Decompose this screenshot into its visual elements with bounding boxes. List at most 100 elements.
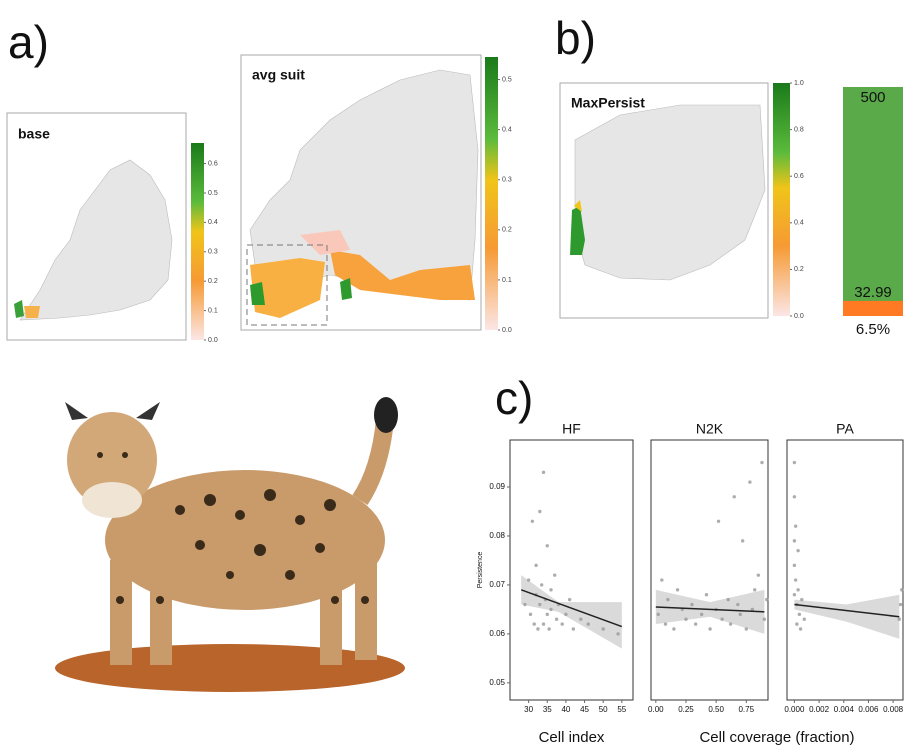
- x-tick-label: 50: [599, 705, 608, 714]
- map-title: base: [18, 126, 50, 142]
- point: [531, 520, 534, 523]
- x-tick-label: 0.75: [738, 705, 754, 714]
- point: [523, 603, 526, 606]
- x-tick-label: 55: [617, 705, 626, 714]
- point: [676, 588, 679, 591]
- point: [538, 603, 541, 606]
- lynx-illustration: [55, 397, 405, 692]
- colorbar-tick-label: 0.6: [794, 173, 804, 180]
- map-maxpersist: MaxPersist: [560, 83, 790, 318]
- point: [748, 480, 751, 483]
- y-axis-label: Persistence: [477, 552, 484, 589]
- panel-label: c): [495, 372, 533, 424]
- colorbar-tick-label: 0.0: [794, 313, 804, 320]
- point: [700, 613, 703, 616]
- point: [739, 613, 742, 616]
- x-tick-label: 0.004: [834, 705, 855, 714]
- point: [899, 603, 902, 606]
- x-tick-label: 0.50: [708, 705, 724, 714]
- point: [664, 622, 667, 625]
- x-tick-label: 40: [561, 705, 570, 714]
- point: [533, 622, 536, 625]
- point: [800, 598, 803, 601]
- colorbar-tick-label: 0.6: [208, 160, 218, 167]
- point: [745, 627, 748, 630]
- colorbar-tick-label: 0.4: [794, 220, 804, 227]
- point: [542, 622, 545, 625]
- point: [527, 578, 530, 581]
- colorbar-tick-label: 0.4: [208, 219, 218, 226]
- point: [793, 564, 796, 567]
- point: [553, 573, 556, 576]
- colorbar-tick-label: 0.5: [208, 190, 218, 197]
- point: [729, 622, 732, 625]
- x-tick-label: 0.00: [648, 705, 664, 714]
- panel-frame: [510, 440, 633, 700]
- point: [540, 583, 543, 586]
- colorbar-tick-label: 0.5: [502, 76, 512, 83]
- point: [720, 618, 723, 621]
- y-tick-label: 0.06: [489, 629, 505, 638]
- x-tick-label: 0.25: [678, 705, 694, 714]
- annotation: 6.5%: [856, 321, 890, 338]
- point: [555, 618, 558, 621]
- x-tick-label: 30: [524, 705, 533, 714]
- bar: [843, 301, 903, 316]
- point: [803, 618, 806, 621]
- value-label: 32.99: [854, 284, 892, 301]
- point: [795, 622, 798, 625]
- point: [705, 593, 708, 596]
- x-axis-label: Cell index: [539, 729, 605, 746]
- panel-label: a): [8, 16, 49, 68]
- point: [579, 618, 582, 621]
- point: [793, 539, 796, 542]
- point: [657, 613, 660, 616]
- point: [799, 627, 802, 630]
- value-label: 500: [860, 89, 885, 106]
- point: [666, 598, 669, 601]
- point: [572, 627, 575, 630]
- panel-frame: [787, 440, 903, 700]
- point: [765, 598, 768, 601]
- x-tick-label: 45: [580, 705, 589, 714]
- colorbar-tick-label: 0.2: [208, 278, 218, 285]
- x-tick-label: 0.000: [784, 705, 805, 714]
- point: [538, 510, 541, 513]
- point: [900, 588, 903, 591]
- colorbar-tick-label: 0.3: [502, 177, 512, 184]
- point: [660, 578, 663, 581]
- panel-label: b): [555, 12, 596, 64]
- point: [741, 539, 744, 542]
- point: [542, 471, 545, 474]
- point: [794, 578, 797, 581]
- point: [568, 598, 571, 601]
- point: [796, 549, 799, 552]
- colorbar-tick-label: 0.4: [502, 126, 512, 133]
- point: [547, 627, 550, 630]
- colorbar-tick-label: 0.1: [502, 277, 512, 284]
- point: [587, 622, 590, 625]
- point: [564, 613, 567, 616]
- panel-frame: [651, 440, 768, 700]
- y-tick-label: 0.08: [489, 531, 505, 540]
- colorbar-tick-label: 0.0: [502, 327, 512, 334]
- point: [793, 495, 796, 498]
- point: [798, 613, 801, 616]
- x-tick-label: 35: [543, 705, 552, 714]
- panel-title: HF: [562, 421, 581, 437]
- colorbar-tick-label: 0.1: [208, 307, 218, 314]
- point: [763, 618, 766, 621]
- point: [793, 461, 796, 464]
- map-avg-suit: avg suit: [241, 55, 498, 330]
- point: [796, 588, 799, 591]
- point: [794, 524, 797, 527]
- y-tick-label: 0.05: [489, 678, 505, 687]
- point: [793, 593, 796, 596]
- x-tick-label: 0.002: [809, 705, 830, 714]
- point: [601, 627, 604, 630]
- panel-title: PA: [836, 421, 854, 437]
- point: [560, 622, 563, 625]
- point: [536, 627, 539, 630]
- point: [708, 627, 711, 630]
- point: [694, 622, 697, 625]
